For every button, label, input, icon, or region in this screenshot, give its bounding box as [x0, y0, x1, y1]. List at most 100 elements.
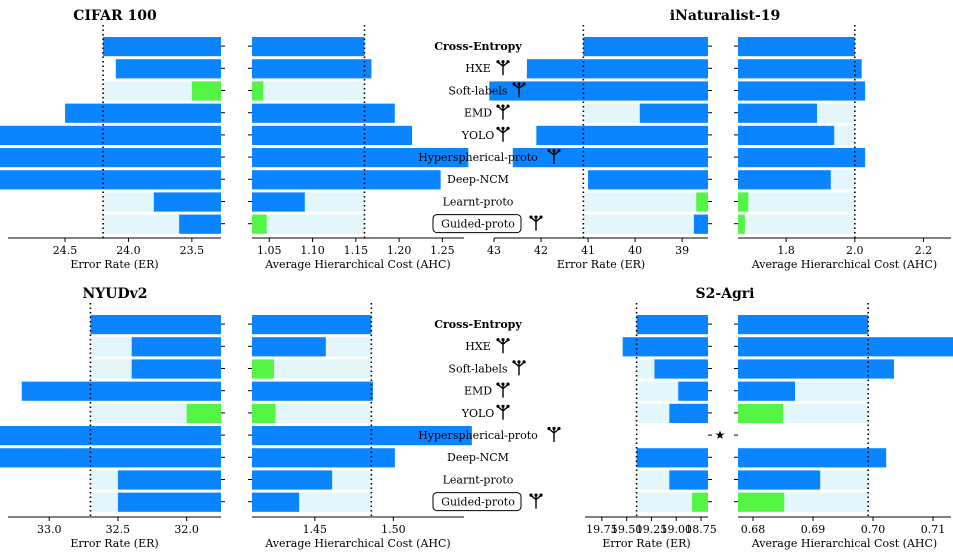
x-axis-label: Error Rate (ER) — [70, 537, 158, 550]
x-axis-label: Average Hierarchical Cost (AHC) — [751, 537, 937, 550]
icon-node — [529, 493, 533, 497]
bar — [678, 381, 708, 401]
x-tick-label: 42 — [534, 244, 548, 257]
x-tick-label: 2.0 — [846, 244, 864, 257]
bar — [738, 492, 785, 512]
bar — [536, 125, 708, 145]
x-tick-label: 1.50 — [381, 523, 406, 536]
icon-node — [501, 60, 505, 64]
bar — [252, 426, 472, 446]
hierarchy-tree-icon — [496, 382, 510, 398]
bar — [669, 403, 708, 423]
bar — [669, 470, 708, 490]
x-tick-label: 39 — [675, 244, 689, 257]
bar — [153, 192, 221, 212]
method-label: HXE — [465, 340, 490, 353]
bar — [738, 81, 866, 101]
bar — [90, 315, 221, 335]
better-zone — [738, 214, 855, 234]
icon-stroke — [513, 361, 525, 376]
better-zone — [252, 403, 372, 423]
x-tick-label: 0.70 — [861, 523, 886, 536]
bar — [738, 403, 783, 423]
icon-node — [506, 382, 510, 386]
bar — [252, 59, 372, 79]
icon-stroke — [497, 61, 509, 76]
bar — [252, 81, 264, 101]
x-axis-label: Error Rate (ER) — [602, 537, 690, 550]
icon-stroke — [530, 495, 542, 509]
bar — [738, 337, 953, 357]
bar — [0, 170, 221, 190]
panel-er — [0, 303, 225, 521]
bar — [738, 103, 818, 123]
bar — [696, 192, 708, 212]
x-tick-label: 43 — [487, 244, 501, 257]
bar — [252, 492, 300, 512]
icon-node — [496, 338, 500, 342]
bar — [738, 448, 887, 468]
guided-proto-box — [432, 214, 522, 234]
x-tick-label: 19.25 — [636, 523, 668, 536]
bar — [252, 337, 326, 357]
icon-node — [522, 82, 526, 86]
bar — [252, 148, 469, 168]
hierarchy-tree-icon — [496, 104, 510, 120]
icon-node — [496, 382, 500, 386]
x-tick-label: 1.8 — [777, 244, 795, 257]
bar — [588, 170, 708, 190]
hierarchy-tree-icon — [496, 404, 510, 420]
bar — [252, 192, 305, 212]
icon-node — [557, 148, 561, 153]
icon-stroke — [513, 83, 525, 98]
bar — [252, 103, 395, 123]
hierarchy-tree-icon — [512, 360, 526, 376]
icon-stroke — [497, 384, 509, 398]
icon-node — [496, 126, 500, 130]
chart-title: iNaturalist-19 — [670, 8, 781, 24]
bar — [738, 359, 894, 379]
icon-stroke — [497, 128, 509, 142]
icon-node — [547, 148, 551, 153]
icon-node — [529, 215, 533, 219]
icon-node — [496, 104, 500, 108]
method-label: Deep-NCM — [447, 173, 509, 186]
method-label: Hyperspherical-proto — [418, 429, 538, 442]
method-label: Deep-NCM — [447, 451, 509, 464]
bar — [526, 59, 708, 79]
bar — [738, 192, 749, 212]
icon-node — [517, 82, 521, 86]
bar — [252, 315, 372, 335]
bar — [131, 359, 221, 379]
method-label: Guided-proto — [441, 496, 515, 509]
chart-title: S2-Agri — [695, 286, 754, 302]
icon-stroke — [497, 339, 509, 354]
x-tick-label: 33.0 — [37, 523, 62, 536]
guided-proto-box — [432, 492, 522, 512]
x-tick-label: 41 — [581, 244, 595, 257]
bar — [252, 170, 441, 190]
x-axis-label: Error Rate (ER) — [557, 258, 645, 271]
x-tick-label: 0.69 — [801, 523, 826, 536]
bar — [0, 448, 221, 468]
x-tick-label: 2.2 — [915, 244, 933, 257]
x-tick-label: 1.15 — [344, 244, 369, 257]
x-tick-label: 23.5 — [180, 244, 205, 257]
bar — [738, 37, 855, 57]
x-axis-label: Error Rate (ER) — [70, 258, 158, 271]
bar — [0, 148, 221, 168]
icon-node — [557, 426, 561, 431]
panel-er — [489, 25, 712, 242]
better-zone — [738, 192, 855, 212]
icon-node — [552, 148, 556, 153]
icon-node — [539, 215, 543, 219]
icon-stroke — [530, 217, 542, 231]
bar — [252, 214, 267, 234]
x-tick-label: 0.71 — [921, 523, 946, 536]
bar — [252, 470, 333, 490]
x-tick-label: 19.00 — [661, 523, 693, 536]
x-tick-label: 0.68 — [741, 523, 766, 536]
chart-title: NYUDv2 — [82, 286, 147, 302]
bar — [252, 381, 373, 401]
x-tick-label: 40 — [628, 244, 642, 257]
